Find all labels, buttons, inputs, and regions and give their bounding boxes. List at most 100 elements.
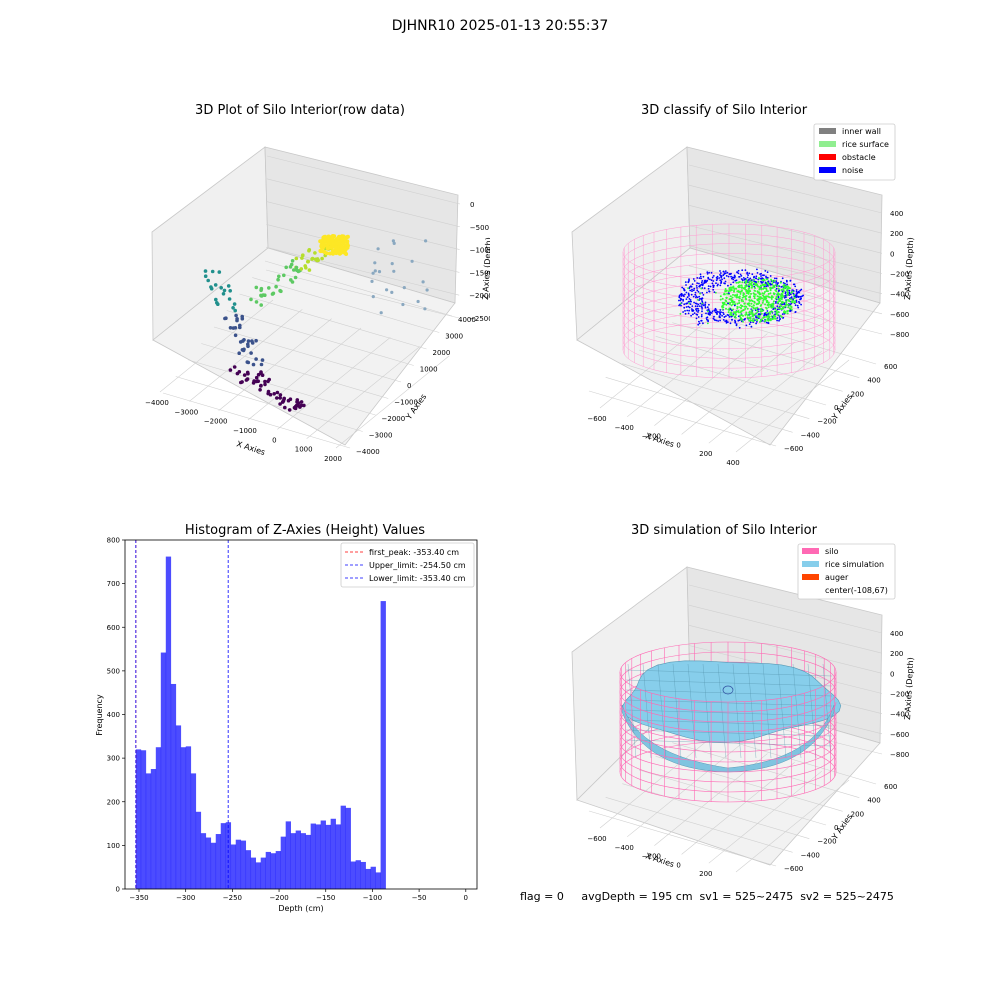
noise-point: [781, 277, 784, 280]
raw-point: [307, 268, 312, 272]
histogram-bar: [330, 818, 336, 889]
noise-point: [741, 269, 744, 272]
rice-surface-point: [725, 300, 728, 303]
rice-surface-point: [763, 286, 766, 289]
rice-surface-point: [696, 298, 699, 301]
histogram-bar: [360, 861, 366, 889]
raw-point: [371, 271, 375, 275]
raw-point: [266, 391, 271, 396]
noise-point: [701, 292, 704, 294]
panel4-x-tick-label: −400: [615, 844, 634, 852]
raw-point: [301, 253, 305, 257]
rice-surface-point: [748, 289, 751, 292]
histogram-bar: [170, 683, 177, 889]
rice-surface-point: [768, 316, 770, 319]
rice-surface-point: [726, 292, 729, 295]
noise-point: [689, 303, 692, 305]
noise-point: [724, 270, 727, 272]
rice-surface-point: [731, 300, 734, 303]
raw-point: [249, 351, 253, 355]
noise-point: [772, 308, 775, 310]
noise-point: [796, 304, 799, 307]
rice-surface-point: [745, 279, 748, 282]
noise-point: [763, 312, 766, 315]
rice-surface-point: [733, 315, 736, 318]
raw-point: [284, 265, 289, 270]
noise-point: [692, 278, 695, 280]
raw-point: [416, 299, 420, 304]
histogram-bar: [200, 833, 207, 889]
rice-surface-point: [786, 312, 789, 315]
rice-surface-point: [748, 281, 751, 284]
noise-point: [775, 287, 778, 290]
rice-surface-point: [766, 315, 769, 318]
rice-surface-point: [790, 298, 792, 301]
rice-surface-point: [764, 296, 766, 299]
histogram-bar: [220, 823, 227, 889]
rice-surface-point: [751, 279, 753, 281]
panel2-y-tick-label: 200: [851, 390, 864, 398]
rice-surface-point: [742, 292, 745, 295]
rice-surface-point: [736, 305, 739, 308]
noise-point: [719, 284, 722, 287]
rice-surface-point: [789, 307, 792, 310]
noise-point: [722, 274, 725, 277]
histogram-bar: [265, 851, 272, 889]
noise-point: [690, 308, 693, 310]
panel2-z-tick-label: 400: [890, 210, 903, 218]
rice-surface-point: [781, 293, 784, 296]
rice-surface-point: [756, 298, 759, 301]
panel4-y-grid-line: [638, 769, 827, 826]
noise-point: [760, 278, 762, 280]
noise-point: [740, 278, 743, 280]
rice-surface-point: [727, 284, 729, 287]
mesh-line: [792, 663, 802, 759]
noise-point: [680, 304, 682, 307]
rice-surface-point: [786, 310, 789, 313]
rice-surface-point: [742, 300, 745, 303]
raw-point: [290, 259, 295, 263]
raw-point: [259, 293, 263, 298]
noise-point: [682, 300, 684, 302]
rice-surface-point: [728, 298, 731, 301]
raw-point: [275, 396, 279, 400]
raw-point: [341, 234, 346, 239]
panel1-z-tick-label: −500: [470, 224, 489, 232]
noise-point: [730, 283, 732, 286]
rice-surface-point: [735, 281, 738, 284]
noise-point: [693, 280, 696, 282]
noise-point: [691, 283, 694, 285]
panel4-y-tick-label: 400: [867, 797, 880, 805]
noise-point: [778, 316, 781, 318]
noise-point: [736, 271, 738, 273]
rice-surface-point: [742, 314, 744, 317]
rice-surface-point: [724, 290, 727, 293]
raw-point: [245, 370, 250, 375]
noise-point: [707, 276, 710, 279]
rice-surface-point: [759, 293, 762, 296]
raw-point: [278, 393, 283, 397]
rice-surface-point: [764, 298, 767, 301]
raw-point: [294, 256, 299, 261]
noise-point: [727, 275, 730, 278]
rice-surface-point: [745, 281, 748, 284]
histogram-bar: [260, 857, 267, 889]
noise-point: [683, 306, 686, 309]
rice-surface-point: [772, 314, 775, 317]
noise-point: [687, 280, 690, 283]
raw-point: [377, 270, 382, 274]
mesh-line: [732, 663, 742, 759]
panel2-z-tick-label: −200: [890, 271, 909, 279]
rice-surface-point: [725, 307, 727, 310]
legend-swatch: [802, 561, 819, 567]
raw-point: [231, 326, 236, 330]
histogram-y-label: Frequency: [95, 694, 104, 736]
noise-point: [744, 269, 747, 271]
rice-surface-point: [790, 306, 793, 308]
rice-surface-point: [751, 300, 754, 302]
noise-point: [698, 282, 700, 285]
rice-surface-point: [712, 288, 715, 291]
noise-point: [719, 272, 722, 274]
raw-point: [341, 241, 346, 246]
raw-point: [263, 379, 267, 384]
